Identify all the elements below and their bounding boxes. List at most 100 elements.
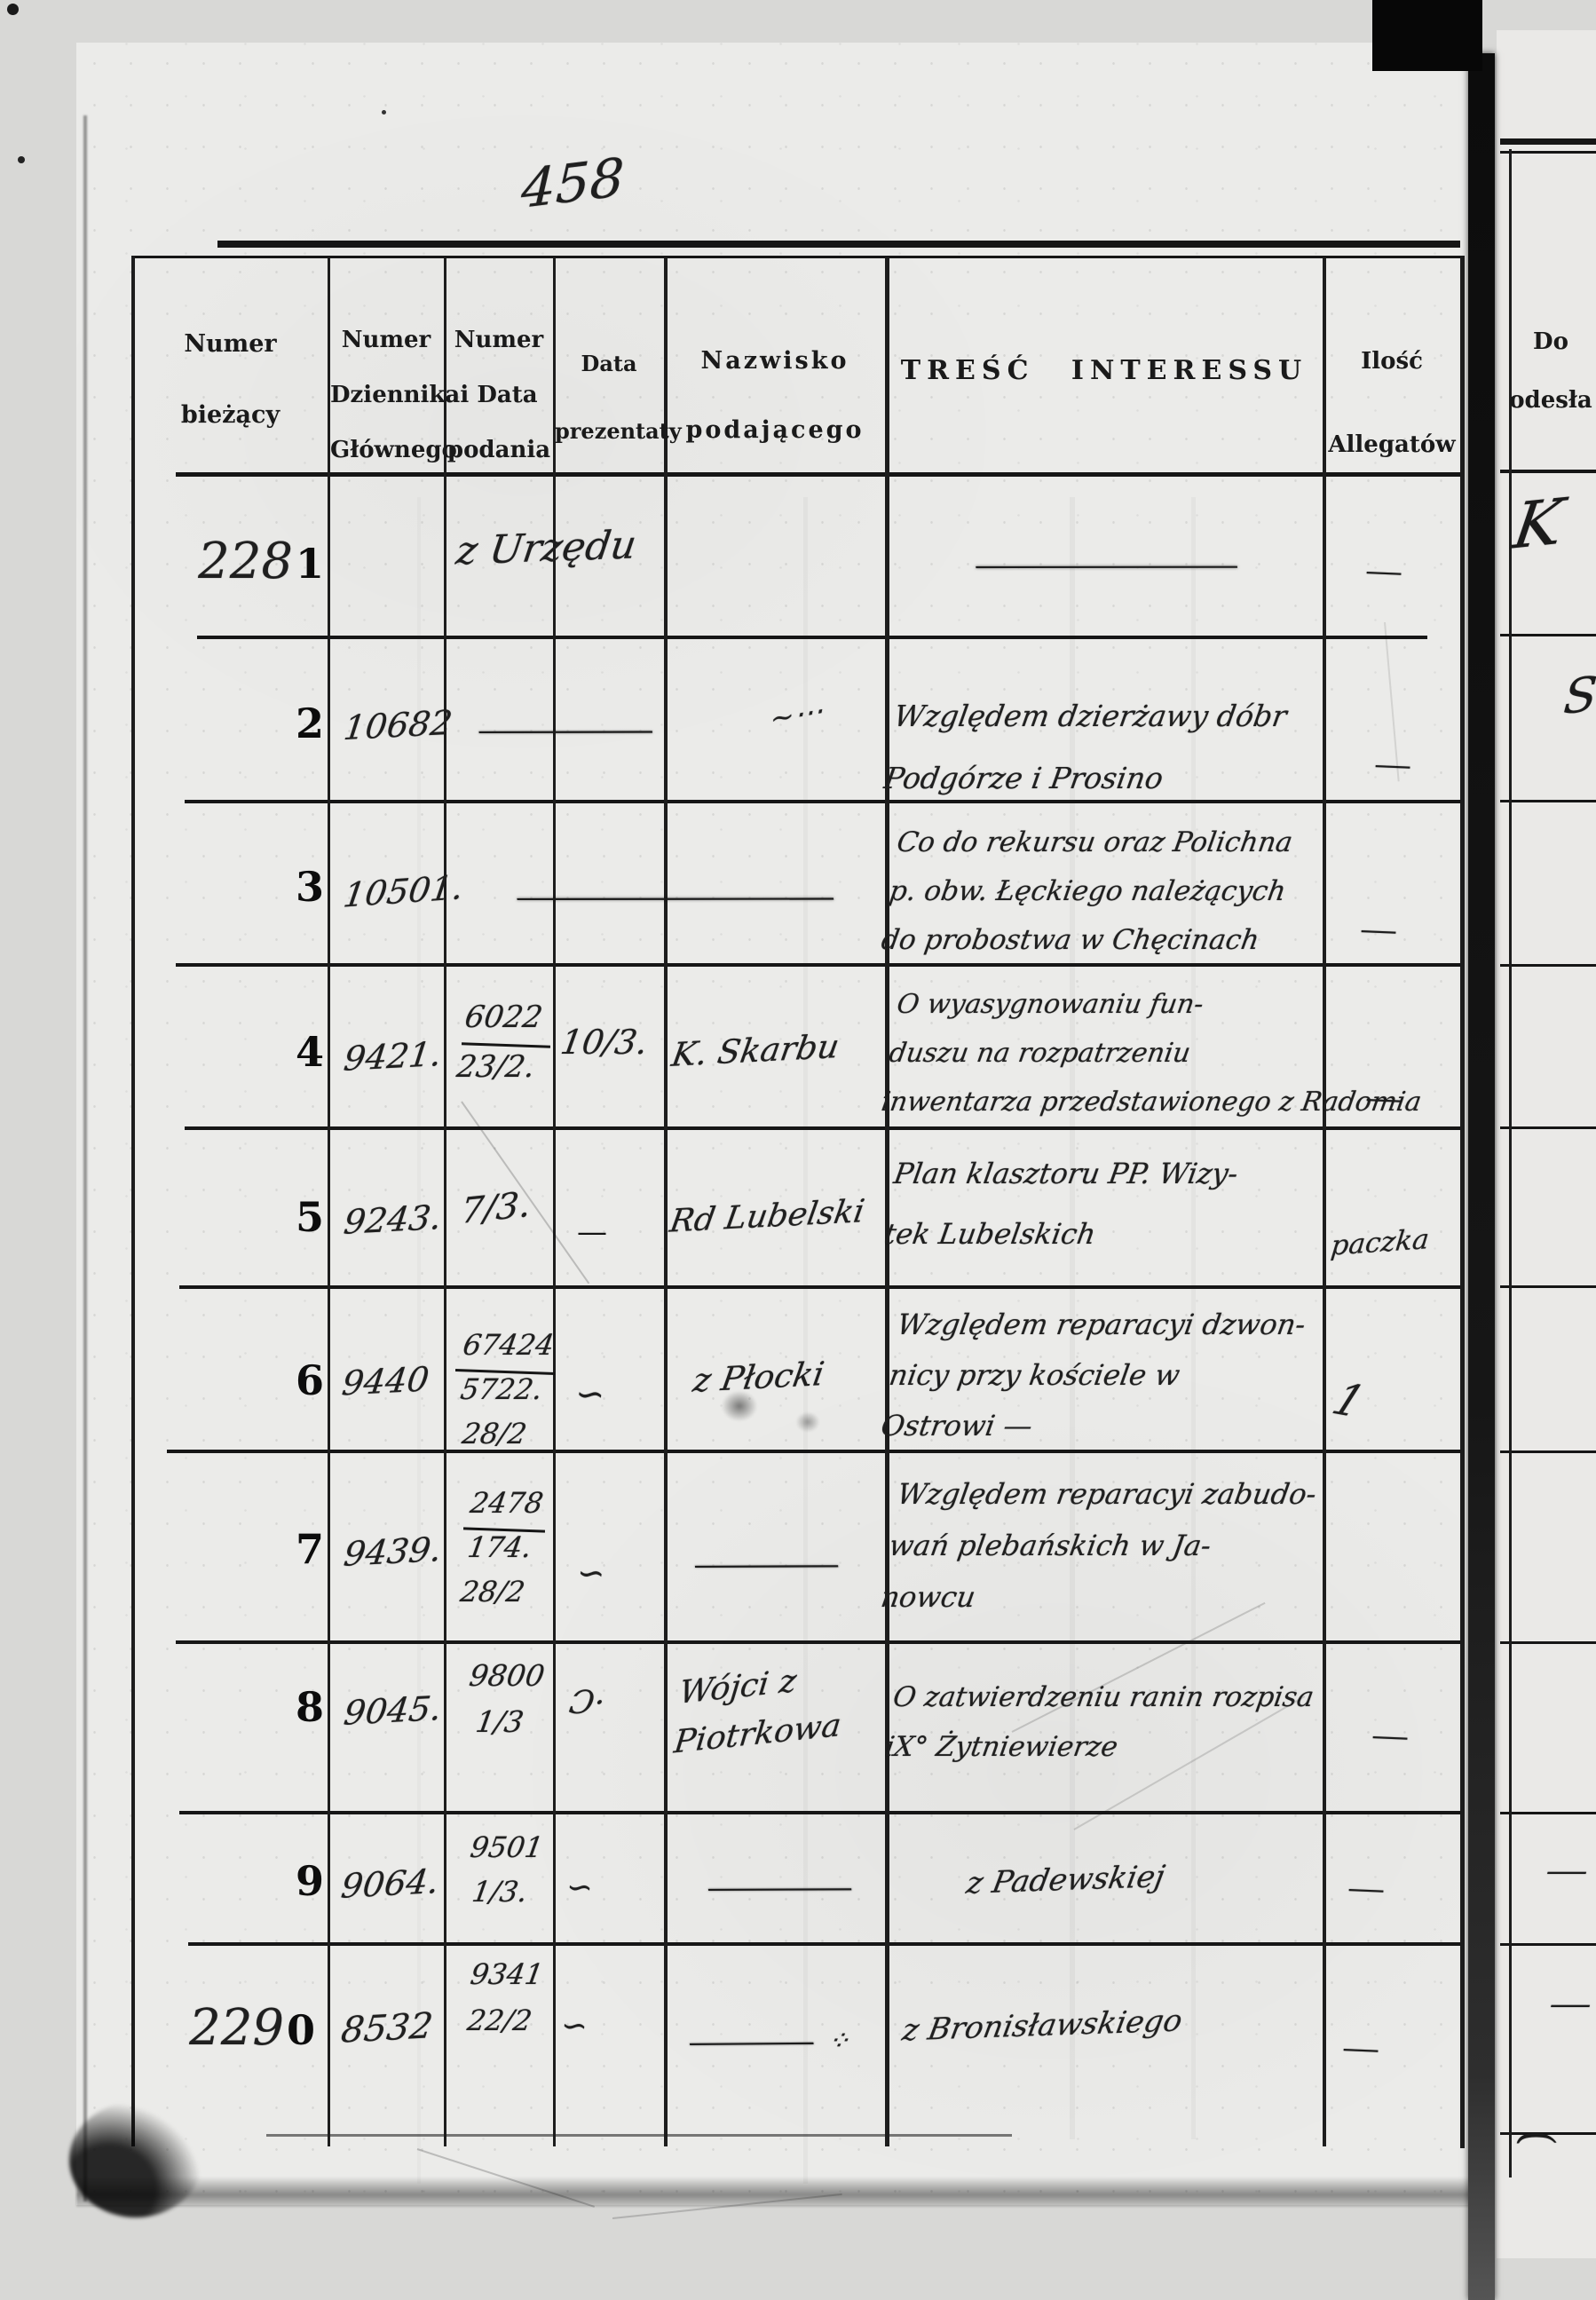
cell-dziennik: 9064.	[338, 1861, 441, 1906]
page-bottom-shadow	[76, 2177, 1472, 2207]
short-dash: —	[1358, 912, 1399, 949]
row-rule	[179, 1285, 1463, 1289]
nazwisko-dash: —	[680, 2023, 823, 2060]
header-bottom-rule	[176, 472, 1463, 477]
row-number: 9	[142, 1857, 324, 1905]
right-row-rule	[1500, 1812, 1596, 1814]
short-dash: —	[1372, 747, 1413, 784]
column-rule	[328, 257, 330, 2146]
header-tresc-interessu: TREŚĆ INTERESSU	[900, 355, 1308, 386]
long-dash: —	[469, 712, 662, 748]
header-ilosc-allegatow: Ilość Allegatów	[1328, 348, 1456, 458]
long-dash: —	[498, 879, 852, 915]
row-number-printed: 1	[295, 540, 324, 588]
cell-tresc: Względem reparacyi dzwon- nicy przy kośc…	[879, 1308, 1308, 1442]
cell-tresc: O wyasygnowaniu fun- duszu na rozpatrzen…	[879, 989, 1424, 1118]
cell-podanie: 7/3.	[459, 1184, 533, 1232]
row-number-printed: 2	[295, 699, 324, 747]
cell-tresc: z Padewskiej	[963, 1859, 1168, 1901]
ledger-left-page	[76, 43, 1472, 2205]
row-number: 2281	[142, 533, 324, 590]
row-rule	[185, 800, 1463, 803]
right-handwriting-fragment: —	[1549, 1987, 1592, 2022]
column-rule	[885, 257, 889, 2146]
nazwisko-dash: —	[685, 1546, 847, 1583]
cell-dziennik: 9045.	[341, 1688, 444, 1733]
cell-dziennik: 9439.	[341, 1529, 444, 1574]
speck	[382, 110, 386, 115]
row-number: 6	[142, 1356, 324, 1404]
row-rule	[176, 1640, 1463, 1644]
row-rule	[179, 1811, 1463, 1814]
row-number: 7	[142, 1525, 324, 1573]
row-number: 4	[142, 1028, 324, 1076]
ledger-right-page	[1497, 30, 1596, 2258]
right-handwriting-fragment: —	[1545, 1853, 1588, 1889]
header-data-prezentaty: Data prezentaty	[555, 351, 682, 444]
header-numer-dziennika: Numer Dziennika Głównego	[330, 327, 461, 463]
row-number-printed: 9	[295, 1857, 324, 1905]
film-black-mark	[1372, 0, 1482, 71]
cell-podanie: 6022 23/2.	[454, 1000, 545, 1085]
speck	[18, 156, 25, 163]
table-top-rule-thin	[131, 256, 1460, 258]
row-number: 2290	[133, 1999, 315, 2057]
header-numer-podania: Numer i Data podania	[446, 327, 551, 463]
cell-nazwisko: z Płocki	[690, 1355, 827, 1400]
cell-podanie: 9341 22/2	[464, 1957, 546, 2037]
column-rule	[1460, 256, 1465, 2148]
column-rule	[553, 257, 556, 2146]
cell-dziennik: 8532	[338, 2005, 436, 2051]
column-rule	[131, 256, 135, 2146]
right-header-bottom-rule	[1500, 470, 1596, 473]
cell-dziennik: 9440	[339, 1359, 431, 1403]
cell-numer-podania: z Urzędu	[453, 522, 640, 574]
right-top-rule-thick	[1500, 138, 1596, 145]
row-rule-faint	[266, 2134, 1012, 2137]
right-column-rule	[1509, 149, 1512, 2177]
right-header-do-odeslano: Do odesła	[1509, 328, 1592, 414]
short-dash: —	[1340, 2030, 1381, 2067]
right-row-rule	[1500, 2132, 1596, 2135]
right-row-rule	[1500, 964, 1596, 967]
right-handwriting-fragment: S	[1561, 665, 1596, 726]
header-nazwisko: Nazwisko podającego	[685, 347, 865, 444]
row-rule	[185, 1126, 1465, 1130]
row-number-printed: 0	[286, 2006, 315, 2054]
row-number-printed: 3	[295, 863, 324, 911]
column-rule	[444, 257, 446, 2146]
cell-tresc: Względem reparacyi zabudo- wań plebański…	[878, 1477, 1319, 1614]
cell-tresc: Co do rekursu oraz Polichna p. obw. Łęck…	[879, 826, 1295, 956]
short-dash: —	[1346, 1870, 1387, 1908]
row-number-printed: 4	[295, 1028, 324, 1076]
right-row-rule	[1500, 1126, 1596, 1129]
column-rule	[664, 257, 668, 2146]
right-row-rule	[1500, 1285, 1596, 1288]
header-numer-biezacy: Numer bieżący	[180, 330, 280, 429]
right-row-rule	[1500, 1943, 1596, 1946]
cell-dziennik: 9243.	[341, 1197, 444, 1242]
row-number-printed: 6	[295, 1356, 324, 1404]
row-number-handwritten: 228	[198, 533, 293, 590]
cell-nazwisko: Wójci z Piotrkowa	[672, 1663, 843, 1761]
nazwisko-dash: —	[699, 1869, 860, 1906]
row-number-printed: 8	[295, 1683, 324, 1731]
row-rule	[167, 1450, 1463, 1453]
fold-streak	[803, 497, 808, 2184]
row-number-printed: 7	[295, 1525, 324, 1573]
right-row-rule	[1500, 1641, 1596, 1644]
right-row-rule	[1500, 800, 1596, 802]
right-row-rule	[1500, 1450, 1596, 1453]
row-rule	[188, 1942, 1463, 1946]
fold-streak	[417, 497, 421, 2184]
short-dash: —	[1363, 1080, 1404, 1118]
row-number: 2	[142, 699, 324, 747]
long-dash: —	[961, 547, 1252, 583]
right-row-rule	[1500, 634, 1596, 636]
cell-podanie: 67424 5722. 28/2	[458, 1328, 557, 1450]
cell-dziennik: 9421.	[341, 1034, 444, 1079]
row-number-printed: 5	[295, 1193, 324, 1241]
handwritten-page-number: 458	[520, 146, 626, 221]
ink-stain	[721, 1390, 758, 1422]
column-rule	[1323, 257, 1326, 2146]
